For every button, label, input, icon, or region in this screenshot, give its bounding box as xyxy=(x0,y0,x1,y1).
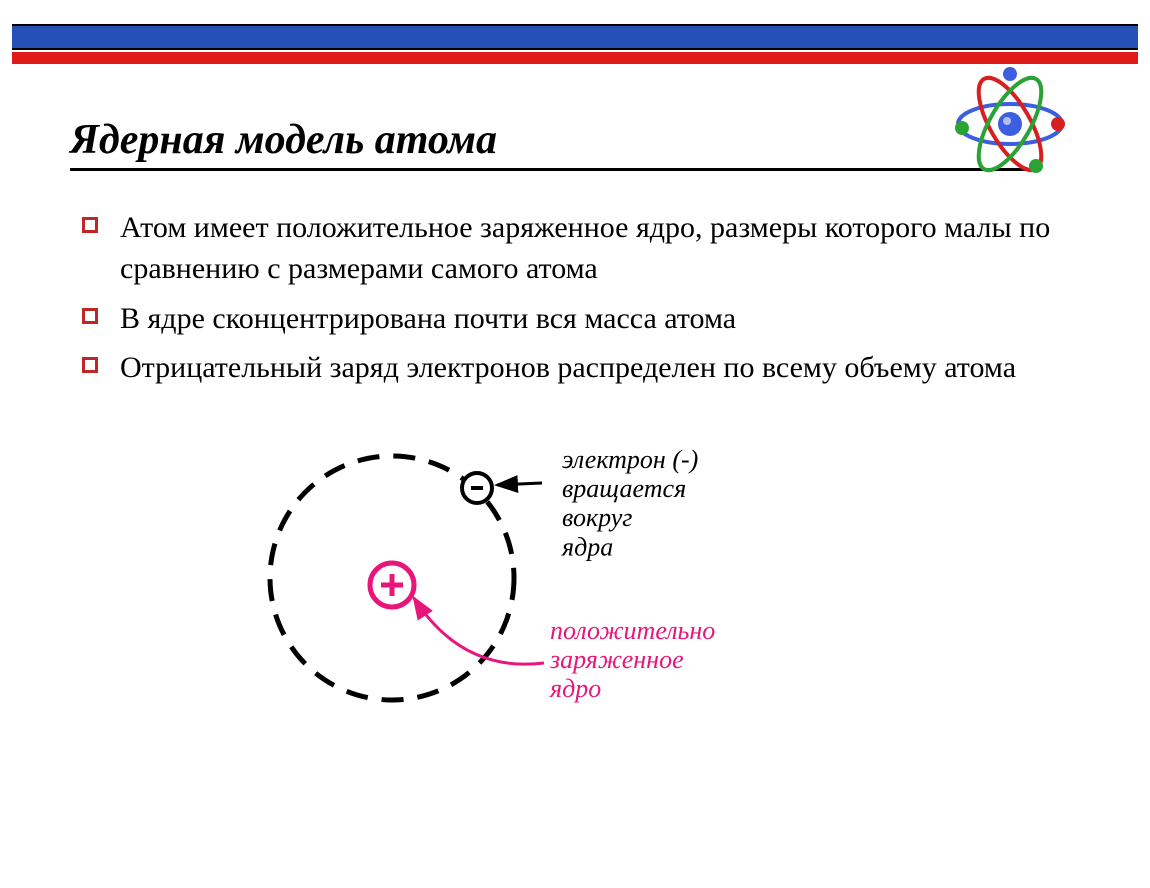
atom-logo-icon xyxy=(950,66,1070,186)
atom-diagram: электрон (-)вращаетсявокругядра положител… xyxy=(82,413,1060,733)
bullet-icon xyxy=(82,217,98,233)
title-underline xyxy=(70,168,1030,171)
svg-text:положительнозаряженноеядро: положительнозаряженноеядро xyxy=(549,616,715,703)
decor-bar-blue xyxy=(12,24,1138,50)
bullet-icon xyxy=(82,357,98,373)
decor-bar-red xyxy=(12,52,1138,64)
list-item: Атом имеет положительное заряженное ядро… xyxy=(82,207,1060,290)
bullet-text: Атом имеет положительное заряженное ядро… xyxy=(120,207,1060,290)
list-item: В ядре сконцентрирована почти вся масса … xyxy=(82,298,1060,339)
header-row: Ядерная модель атома xyxy=(70,116,1030,164)
page-title: Ядерная модель атома xyxy=(70,116,497,164)
list-item: Отрицательный заряд электронов распредел… xyxy=(82,347,1060,388)
bullet-text: Отрицательный заряд электронов распредел… xyxy=(120,347,1016,388)
content-list: Атом имеет положительное заряженное ядро… xyxy=(82,207,1060,733)
bullet-icon xyxy=(82,308,98,324)
svg-text:электрон (-)вращаетсявокругядр: электрон (-)вращаетсявокругядра xyxy=(561,445,698,561)
bullet-text: В ядре сконцентрирована почти вся масса … xyxy=(120,298,736,339)
